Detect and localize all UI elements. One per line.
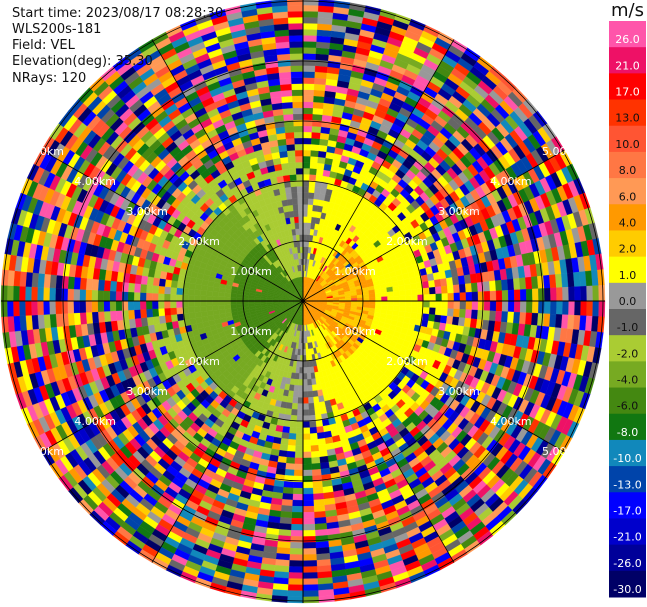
colorbar-tick-label: 21.0 (615, 59, 640, 72)
range-ring-label: 4.00km (74, 415, 116, 428)
colorbar-tick-label: 10.0 (615, 138, 640, 151)
azimuth-line (302, 300, 455, 563)
colorbar-tick-label: 1.0 (619, 269, 637, 282)
azimuth-line (302, 300, 565, 453)
range-ring-label: 2.00km (386, 235, 428, 248)
start-time-label: Start time: 2023/08/17 08:28:30 (12, 6, 224, 21)
colorbar-swatch (609, 178, 646, 205)
range-ring-label: 4.00km (490, 175, 532, 188)
azimuth-line (302, 149, 565, 302)
colorbar-tick-label: 2.0 (619, 243, 637, 256)
colorbar-swatch (609, 125, 646, 153)
colorbar-swatch (609, 230, 646, 258)
range-ring-label: 1.00km (334, 325, 376, 338)
range-ring-label: 4.00km (490, 415, 532, 428)
colorbar-tick-label: -1.0 (617, 321, 638, 334)
instrument-label: WLS200s-181 (12, 22, 102, 37)
colorbar-swatch (609, 570, 646, 598)
colorbar-tick-label: -10.0 (613, 452, 641, 465)
field-label: Field: VEL (12, 38, 75, 53)
colorbar-tick-label: -6.0 (617, 400, 638, 413)
azimuth-line (151, 39, 304, 302)
colorbar-swatch (609, 47, 646, 74)
range-ring-label: 3.00km (126, 385, 168, 398)
colorbar-swatch (609, 518, 646, 546)
colorbar-swatch (609, 413, 646, 441)
azimuth-line (41, 149, 304, 302)
colorbar-tick-label: 13.0 (615, 112, 640, 125)
colorbar-tick-label: 4.0 (619, 216, 637, 229)
colorbar-tick-label: 0.0 (619, 295, 637, 308)
colorbar-swatch (609, 151, 646, 179)
colorbar-swatch (609, 544, 646, 572)
colorbar-unit: m/s (611, 0, 644, 21)
range-ring-label: 5.00km (542, 445, 584, 458)
colorbar-swatch (609, 309, 646, 336)
range-ring-label: 3.00km (438, 385, 480, 398)
colorbar-tick-label: -17.0 (613, 504, 641, 517)
range-ring-label: 5.00km (542, 145, 584, 158)
range-ring-label: 1.00km (230, 265, 272, 278)
colorbar-tick-label: -21.0 (613, 531, 641, 544)
colorbar-tick-label: -4.0 (617, 374, 638, 387)
azimuth-line (302, 39, 455, 302)
colorbar-swatch (609, 21, 646, 48)
colorbar-tick-label: 26.0 (615, 33, 640, 46)
colorbar-tick-label: 8.0 (619, 164, 637, 177)
azimuth-line (41, 300, 304, 453)
colorbar-tick-label: -8.0 (617, 426, 638, 439)
colorbar-swatch (609, 439, 646, 467)
colorbar-swatch (609, 282, 646, 310)
ppi-gates (0, 0, 606, 604)
colorbar-swatch (609, 73, 646, 101)
colorbar-swatch (609, 387, 646, 415)
colorbar-swatch (609, 256, 646, 284)
colorbar-tick-label: -26.0 (613, 557, 641, 570)
range-ring-label: 5.00km (22, 145, 64, 158)
elevation-label: Elevation(deg): 35.30 (12, 54, 153, 69)
range-ring-label: 3.00km (126, 205, 168, 218)
colorbar-swatch (609, 99, 646, 127)
range-ring-label: 2.00km (386, 355, 428, 368)
range-ring-label: 5.00km (22, 445, 64, 458)
range-ring-label: 2.00km (178, 235, 220, 248)
colorbar-swatch (609, 335, 646, 362)
range-ring-label: 4.00km (74, 175, 116, 188)
colorbar-tick-label: -13.0 (613, 478, 641, 491)
colorbar-swatch (609, 492, 646, 519)
colorbar-tick-label: 6.0 (619, 190, 637, 203)
colorbar-swatch (609, 466, 646, 493)
range-ring-label: 1.00km (334, 265, 376, 278)
colorbar-tick-label: -2.0 (617, 347, 638, 360)
colorbar-swatch (609, 204, 646, 231)
range-ring-label: 2.00km (178, 355, 220, 368)
colorbar-tick-label: 17.0 (615, 86, 640, 99)
colorbar-tick-label: -30.0 (613, 583, 641, 596)
nrays-label: NRays: 120 (12, 71, 87, 86)
range-ring-label: 1.00km (230, 325, 272, 338)
range-ring-label: 3.00km (438, 205, 480, 218)
azimuth-line (151, 300, 304, 563)
colorbar-swatch (609, 361, 646, 389)
